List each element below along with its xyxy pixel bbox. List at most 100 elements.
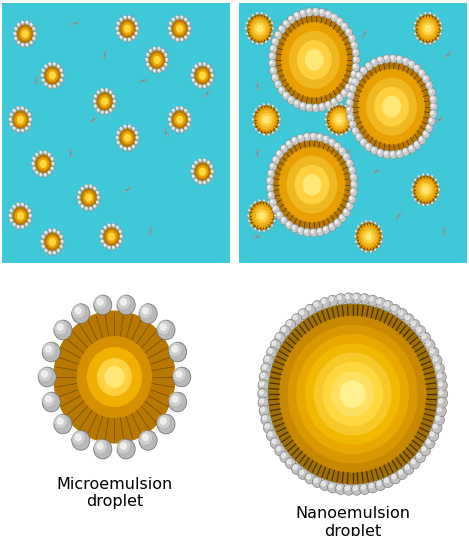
Circle shape: [327, 295, 338, 306]
Circle shape: [269, 17, 271, 20]
Circle shape: [175, 106, 180, 111]
Circle shape: [177, 25, 183, 32]
Circle shape: [123, 38, 127, 42]
Circle shape: [280, 144, 288, 153]
Circle shape: [40, 160, 46, 167]
Circle shape: [157, 414, 175, 434]
Circle shape: [60, 78, 63, 83]
Circle shape: [267, 228, 270, 230]
Circle shape: [310, 132, 318, 141]
Circle shape: [99, 234, 104, 239]
Circle shape: [119, 145, 123, 149]
Circle shape: [258, 110, 274, 129]
Circle shape: [270, 44, 277, 53]
Circle shape: [383, 55, 391, 63]
Circle shape: [355, 236, 356, 237]
Circle shape: [271, 68, 273, 71]
Circle shape: [123, 15, 127, 20]
Circle shape: [420, 184, 431, 196]
Circle shape: [296, 212, 298, 214]
Circle shape: [438, 189, 440, 191]
Circle shape: [372, 148, 375, 151]
Circle shape: [402, 57, 409, 66]
Circle shape: [272, 73, 279, 82]
Circle shape: [36, 77, 38, 79]
Circle shape: [353, 63, 430, 151]
Circle shape: [83, 192, 94, 204]
Circle shape: [276, 129, 277, 130]
Circle shape: [325, 123, 328, 126]
Circle shape: [311, 230, 314, 233]
Circle shape: [268, 133, 270, 136]
Circle shape: [169, 21, 173, 26]
Circle shape: [351, 175, 354, 177]
Circle shape: [295, 13, 297, 16]
Circle shape: [166, 134, 168, 137]
Circle shape: [348, 77, 356, 86]
Circle shape: [49, 63, 50, 64]
Circle shape: [429, 90, 432, 92]
Circle shape: [122, 132, 133, 144]
Circle shape: [117, 142, 119, 143]
Circle shape: [251, 225, 252, 226]
Circle shape: [361, 140, 364, 143]
Circle shape: [198, 62, 202, 66]
Circle shape: [345, 295, 349, 299]
Circle shape: [397, 468, 408, 480]
Circle shape: [318, 229, 320, 232]
Circle shape: [187, 122, 191, 127]
Circle shape: [301, 11, 303, 14]
Circle shape: [47, 170, 52, 175]
Circle shape: [97, 191, 98, 193]
Circle shape: [266, 184, 274, 192]
Circle shape: [336, 103, 338, 106]
Circle shape: [348, 115, 351, 118]
Circle shape: [81, 187, 83, 189]
Circle shape: [176, 39, 178, 40]
Circle shape: [136, 136, 137, 138]
Circle shape: [392, 474, 396, 479]
Circle shape: [254, 207, 270, 225]
Circle shape: [161, 66, 165, 71]
Circle shape: [422, 173, 424, 176]
Circle shape: [112, 223, 116, 228]
Circle shape: [273, 220, 276, 222]
Circle shape: [211, 169, 214, 174]
Circle shape: [211, 74, 212, 76]
Circle shape: [268, 134, 269, 135]
Circle shape: [113, 224, 114, 226]
Circle shape: [207, 90, 210, 93]
Circle shape: [276, 211, 283, 220]
Circle shape: [380, 230, 383, 233]
Circle shape: [30, 23, 33, 27]
Circle shape: [53, 62, 57, 66]
Circle shape: [276, 334, 280, 338]
Circle shape: [190, 73, 195, 78]
Circle shape: [94, 440, 106, 453]
Circle shape: [336, 103, 337, 105]
Circle shape: [10, 113, 12, 115]
Circle shape: [61, 240, 64, 244]
Circle shape: [250, 205, 253, 207]
Circle shape: [403, 58, 406, 62]
Circle shape: [252, 118, 254, 121]
Circle shape: [427, 83, 430, 86]
Circle shape: [22, 226, 23, 227]
Circle shape: [300, 310, 303, 315]
Circle shape: [361, 295, 365, 300]
Circle shape: [17, 41, 19, 43]
Circle shape: [181, 39, 182, 40]
Circle shape: [58, 418, 63, 424]
Circle shape: [347, 108, 350, 110]
Circle shape: [340, 148, 342, 152]
Circle shape: [420, 14, 423, 17]
Circle shape: [104, 227, 120, 246]
Circle shape: [335, 483, 346, 495]
Circle shape: [44, 64, 48, 69]
Circle shape: [275, 332, 285, 344]
Circle shape: [116, 244, 118, 245]
Circle shape: [269, 162, 277, 171]
Circle shape: [203, 62, 207, 66]
Circle shape: [429, 118, 432, 121]
Circle shape: [385, 478, 388, 482]
